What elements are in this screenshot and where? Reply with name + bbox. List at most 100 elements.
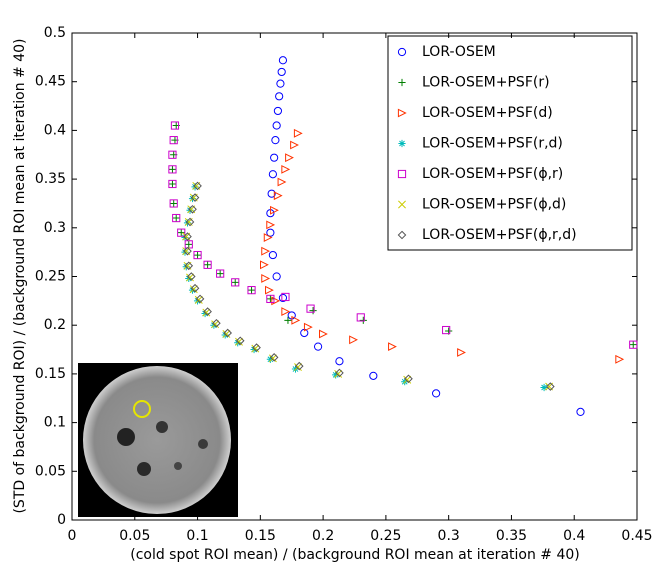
point — [432, 389, 441, 398]
point — [266, 294, 275, 304]
point — [266, 228, 275, 237]
y-tick-label: 0.25 — [35, 269, 66, 285]
point — [271, 136, 280, 145]
point — [222, 330, 231, 338]
point — [261, 246, 271, 256]
y-tick-label: 0.05 — [35, 463, 66, 479]
point — [183, 232, 192, 241]
point — [169, 199, 178, 208]
point — [168, 150, 177, 159]
point — [185, 217, 195, 227]
point — [204, 261, 212, 269]
y-tick-label: 0.4 — [44, 122, 66, 138]
point — [268, 354, 277, 363]
point — [291, 315, 301, 325]
point — [273, 106, 283, 116]
x-tick-label: 0.15 — [245, 528, 276, 544]
y-tick-label: 0.5 — [44, 25, 66, 41]
point — [277, 67, 286, 77]
x-tick-label: 0.3 — [438, 528, 460, 544]
point — [306, 304, 315, 313]
point — [184, 261, 194, 271]
legend-marker — [397, 169, 407, 179]
point — [235, 337, 243, 346]
x-tick-label: 0.25 — [370, 528, 401, 544]
legend-label: LOR-OSEM — [422, 44, 496, 60]
point — [269, 353, 279, 362]
point — [369, 371, 378, 380]
point — [189, 285, 198, 294]
x-tick-label: 0.2 — [312, 528, 334, 544]
point — [203, 260, 212, 269]
point — [303, 322, 313, 332]
point — [285, 153, 294, 163]
y-tick-label: 0.2 — [44, 317, 66, 333]
point — [629, 341, 637, 349]
point — [231, 278, 239, 286]
point — [190, 193, 200, 202]
point — [168, 179, 177, 189]
point — [267, 189, 276, 198]
point — [290, 140, 299, 150]
point — [272, 121, 281, 130]
point — [188, 204, 197, 214]
point — [294, 363, 302, 372]
legend-marker — [397, 108, 407, 118]
point — [313, 342, 323, 351]
point — [231, 278, 240, 287]
point — [260, 260, 269, 270]
point — [261, 274, 271, 283]
point — [294, 361, 304, 371]
point — [309, 306, 317, 315]
x-tick-label: 0.4 — [563, 528, 585, 544]
point — [194, 295, 203, 304]
y-axis-label: (STD of background ROI) / (background RO… — [12, 38, 28, 513]
legend-label: LOR-OSEM+PSF(ϕ,d) — [422, 197, 566, 213]
y-tick-label: 0.35 — [35, 171, 66, 187]
legend-label: LOR-OSEM+PSF(ϕ,r,d) — [422, 227, 577, 243]
point — [332, 371, 340, 379]
point — [272, 272, 281, 281]
point — [203, 307, 212, 316]
point — [263, 233, 273, 242]
point — [251, 344, 260, 353]
x-tick-label: 0.1 — [186, 528, 208, 544]
point — [268, 170, 277, 179]
point — [546, 382, 555, 391]
point — [319, 329, 328, 339]
point — [172, 214, 180, 222]
y-tick-label: 0 — [57, 512, 66, 528]
point — [190, 283, 200, 293]
point — [271, 296, 281, 306]
legend-marker — [397, 47, 407, 57]
y-tick-label: 0.15 — [35, 366, 66, 382]
point — [335, 368, 344, 378]
point — [629, 340, 638, 349]
legend-label: LOR-OSEM+PSF(r,d) — [422, 136, 563, 152]
point — [212, 318, 221, 328]
point — [211, 320, 220, 329]
point — [403, 375, 412, 384]
point — [235, 336, 245, 346]
point — [349, 335, 358, 345]
point — [177, 228, 186, 237]
y-tick-label: 0.3 — [44, 220, 66, 236]
point — [172, 213, 181, 223]
point — [168, 165, 177, 174]
point — [168, 165, 177, 173]
legend-marker — [397, 230, 407, 240]
point — [270, 153, 279, 162]
point — [442, 325, 451, 335]
legend-label: LOR-OSEM+PSF(r) — [422, 75, 550, 91]
phantom-inset — [78, 363, 238, 517]
point — [195, 294, 205, 304]
point — [202, 308, 211, 317]
point — [193, 181, 202, 191]
point — [268, 250, 277, 260]
point — [216, 269, 224, 278]
point — [247, 286, 256, 295]
point — [223, 328, 232, 338]
x-tick-label: 0.05 — [119, 528, 150, 544]
point — [169, 136, 178, 145]
